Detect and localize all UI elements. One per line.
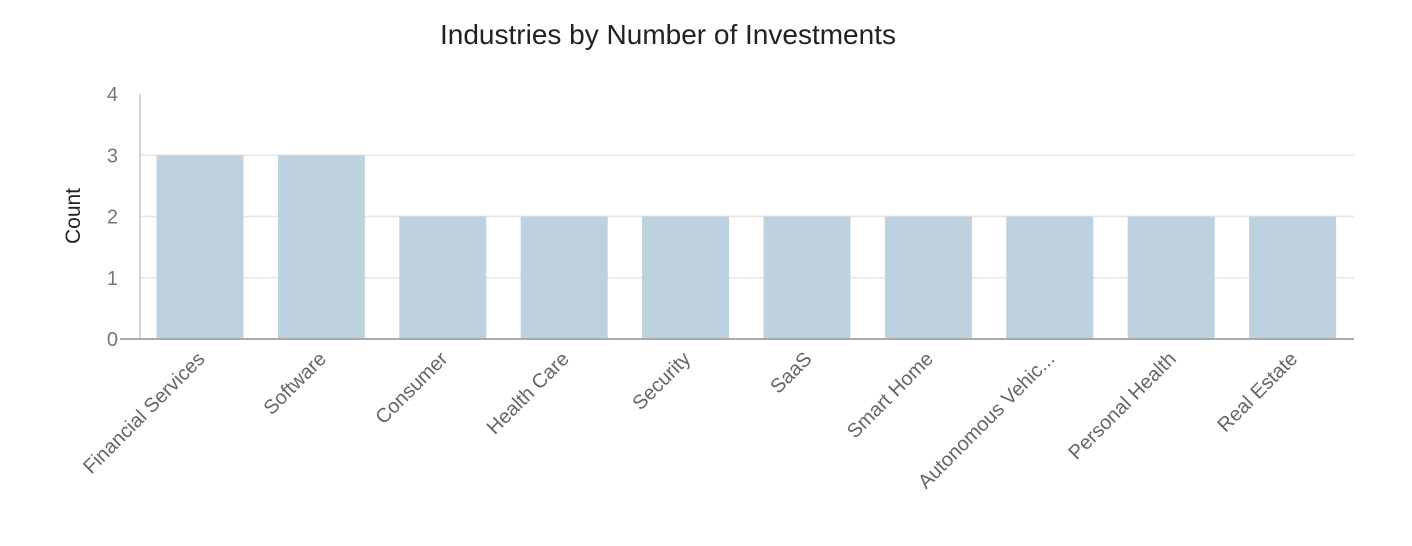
y-tick-label: 1: [107, 268, 118, 290]
bar[interactable]: [520, 216, 608, 340]
bar[interactable]: [884, 216, 972, 340]
x-tick-label: Smart Home: [843, 348, 938, 443]
x-tick-label: Real Estate: [1213, 348, 1302, 437]
bar[interactable]: [156, 155, 244, 339]
x-axis-ticks: Financial Services Software Consumer Health…: [79, 348, 1302, 494]
x-tick-label: Consumer: [372, 348, 453, 429]
x-tick-label: Software: [260, 348, 331, 419]
bar[interactable]: [1006, 216, 1094, 340]
bar[interactable]: [763, 216, 851, 340]
y-axis-ticks: 0 1 2 3 4: [107, 84, 118, 351]
bar[interactable]: [1249, 216, 1337, 340]
x-tick-label: Financial Services: [79, 348, 209, 478]
y-tick-label: 2: [107, 207, 118, 229]
bars: [156, 155, 1337, 340]
bar[interactable]: [1127, 216, 1215, 340]
bar[interactable]: [277, 155, 365, 339]
x-tick-label: Security: [628, 348, 695, 415]
chart-title: Industries by Number of Investments: [440, 19, 896, 50]
x-tick-label: Autonomous Vehic...: [914, 348, 1059, 493]
y-tick-label: 4: [107, 84, 118, 106]
y-tick-label: 3: [107, 145, 118, 167]
x-tick-label: SaaS: [766, 348, 816, 398]
x-tick-label: Personal Health: [1065, 348, 1181, 464]
x-tick-label: Health Care: [483, 348, 574, 439]
y-tick-label: 0: [107, 329, 118, 351]
bar[interactable]: [399, 216, 487, 340]
y-axis-label: Count: [62, 188, 85, 244]
bar[interactable]: [642, 216, 730, 340]
